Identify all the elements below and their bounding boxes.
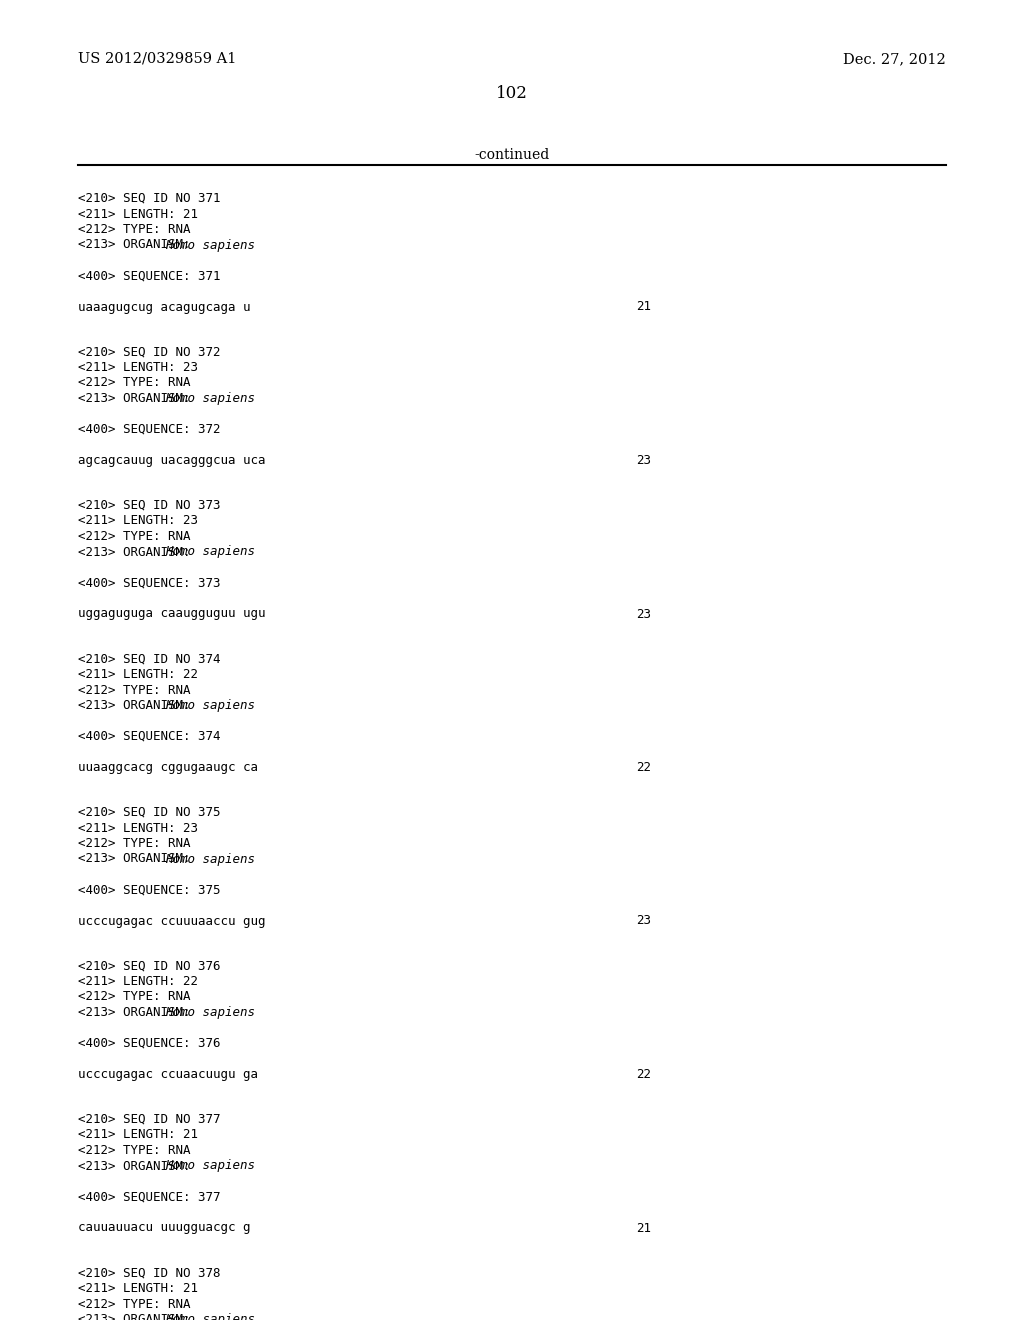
- Text: <213> ORGANISM:: <213> ORGANISM:: [78, 1006, 198, 1019]
- Text: Homo sapiens: Homo sapiens: [165, 1313, 255, 1320]
- Text: Homo sapiens: Homo sapiens: [165, 392, 255, 405]
- Text: <210> SEQ ID NO 376: <210> SEQ ID NO 376: [78, 960, 220, 973]
- Text: <210> SEQ ID NO 375: <210> SEQ ID NO 375: [78, 807, 220, 818]
- Text: -continued: -continued: [474, 148, 550, 162]
- Text: <212> TYPE: RNA: <212> TYPE: RNA: [78, 531, 190, 543]
- Text: <213> ORGANISM:: <213> ORGANISM:: [78, 239, 198, 252]
- Text: agcagcauug uacagggcua uca: agcagcauug uacagggcua uca: [78, 454, 265, 467]
- Text: <210> SEQ ID NO 377: <210> SEQ ID NO 377: [78, 1113, 220, 1126]
- Text: 102: 102: [496, 84, 528, 102]
- Text: 22: 22: [636, 762, 651, 774]
- Text: <210> SEQ ID NO 373: <210> SEQ ID NO 373: [78, 499, 220, 512]
- Text: <213> ORGANISM:: <213> ORGANISM:: [78, 1313, 198, 1320]
- Text: uaaagugcug acagugcaga u: uaaagugcug acagugcaga u: [78, 301, 251, 314]
- Text: ucccugagac ccuuuaaccu gug: ucccugagac ccuuuaaccu gug: [78, 915, 265, 928]
- Text: <400> SEQUENCE: 376: <400> SEQUENCE: 376: [78, 1038, 220, 1049]
- Text: <213> ORGANISM:: <213> ORGANISM:: [78, 1159, 198, 1172]
- Text: <211> LENGTH: 23: <211> LENGTH: 23: [78, 821, 198, 834]
- Text: ucccugagac ccuaacuugu ga: ucccugagac ccuaacuugu ga: [78, 1068, 258, 1081]
- Text: 23: 23: [636, 454, 651, 467]
- Text: US 2012/0329859 A1: US 2012/0329859 A1: [78, 51, 237, 66]
- Text: Homo sapiens: Homo sapiens: [165, 545, 255, 558]
- Text: <210> SEQ ID NO 372: <210> SEQ ID NO 372: [78, 346, 220, 359]
- Text: <212> TYPE: RNA: <212> TYPE: RNA: [78, 837, 190, 850]
- Text: Homo sapiens: Homo sapiens: [165, 1159, 255, 1172]
- Text: <210> SEQ ID NO 374: <210> SEQ ID NO 374: [78, 652, 220, 665]
- Text: <400> SEQUENCE: 371: <400> SEQUENCE: 371: [78, 269, 220, 282]
- Text: <400> SEQUENCE: 377: <400> SEQUENCE: 377: [78, 1191, 220, 1204]
- Text: 22: 22: [636, 1068, 651, 1081]
- Text: <211> LENGTH: 23: <211> LENGTH: 23: [78, 515, 198, 528]
- Text: <211> LENGTH: 21: <211> LENGTH: 21: [78, 207, 198, 220]
- Text: <211> LENGTH: 22: <211> LENGTH: 22: [78, 975, 198, 987]
- Text: <213> ORGANISM:: <213> ORGANISM:: [78, 392, 198, 405]
- Text: <210> SEQ ID NO 371: <210> SEQ ID NO 371: [78, 191, 220, 205]
- Text: uuaaggcacg cggugaaugc ca: uuaaggcacg cggugaaugc ca: [78, 762, 258, 774]
- Text: <212> TYPE: RNA: <212> TYPE: RNA: [78, 684, 190, 697]
- Text: Homo sapiens: Homo sapiens: [165, 1006, 255, 1019]
- Text: <400> SEQUENCE: 375: <400> SEQUENCE: 375: [78, 883, 220, 896]
- Text: <212> TYPE: RNA: <212> TYPE: RNA: [78, 1298, 190, 1311]
- Text: <400> SEQUENCE: 372: <400> SEQUENCE: 372: [78, 422, 220, 436]
- Text: 23: 23: [636, 607, 651, 620]
- Text: 21: 21: [636, 1221, 651, 1234]
- Text: <211> LENGTH: 22: <211> LENGTH: 22: [78, 668, 198, 681]
- Text: Homo sapiens: Homo sapiens: [165, 239, 255, 252]
- Text: <213> ORGANISM:: <213> ORGANISM:: [78, 853, 198, 866]
- Text: <213> ORGANISM:: <213> ORGANISM:: [78, 700, 198, 711]
- Text: Dec. 27, 2012: Dec. 27, 2012: [843, 51, 946, 66]
- Text: <212> TYPE: RNA: <212> TYPE: RNA: [78, 223, 190, 236]
- Text: 23: 23: [636, 915, 651, 928]
- Text: <212> TYPE: RNA: <212> TYPE: RNA: [78, 376, 190, 389]
- Text: Homo sapiens: Homo sapiens: [165, 700, 255, 711]
- Text: uggaguguga caaugguguu ugu: uggaguguga caaugguguu ugu: [78, 607, 265, 620]
- Text: <212> TYPE: RNA: <212> TYPE: RNA: [78, 990, 190, 1003]
- Text: cauuauuacu uuugguacgc g: cauuauuacu uuugguacgc g: [78, 1221, 251, 1234]
- Text: Homo sapiens: Homo sapiens: [165, 853, 255, 866]
- Text: 21: 21: [636, 301, 651, 314]
- Text: <213> ORGANISM:: <213> ORGANISM:: [78, 545, 198, 558]
- Text: <212> TYPE: RNA: <212> TYPE: RNA: [78, 1144, 190, 1158]
- Text: <400> SEQUENCE: 373: <400> SEQUENCE: 373: [78, 577, 220, 590]
- Text: <400> SEQUENCE: 374: <400> SEQUENCE: 374: [78, 730, 220, 743]
- Text: <211> LENGTH: 21: <211> LENGTH: 21: [78, 1129, 198, 1142]
- Text: <211> LENGTH: 23: <211> LENGTH: 23: [78, 360, 198, 374]
- Text: <211> LENGTH: 21: <211> LENGTH: 21: [78, 1282, 198, 1295]
- Text: <210> SEQ ID NO 378: <210> SEQ ID NO 378: [78, 1266, 220, 1279]
